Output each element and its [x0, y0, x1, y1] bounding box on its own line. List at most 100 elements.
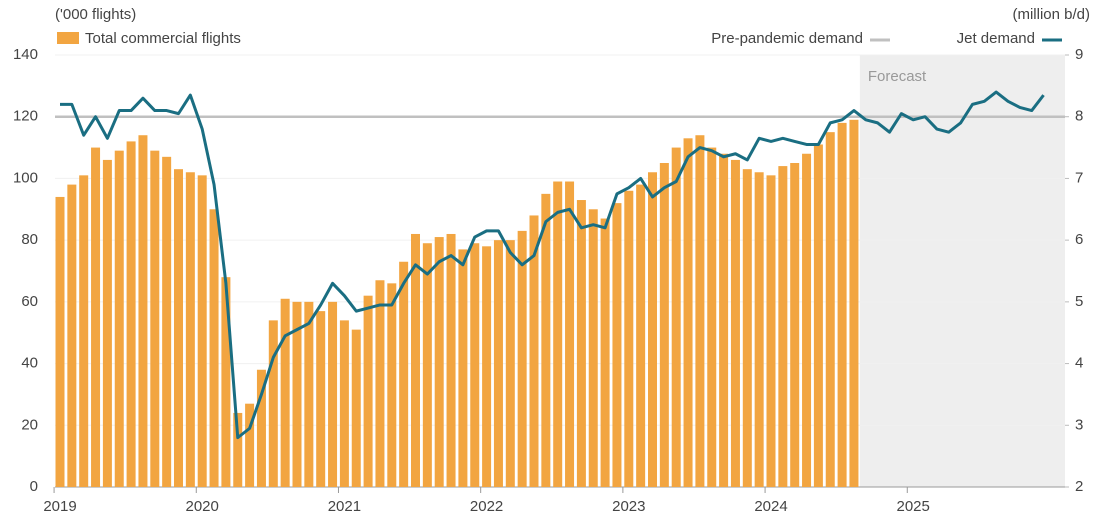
bar [138, 135, 148, 487]
bar [482, 246, 492, 487]
bar [659, 163, 669, 487]
legend-label: Total commercial flights [85, 30, 241, 47]
y2-tick-label: 5 [1075, 293, 1083, 310]
bar [505, 240, 515, 487]
bar [576, 200, 586, 487]
bar [766, 175, 776, 488]
bar [541, 193, 551, 487]
bar [411, 233, 420, 487]
bar [174, 169, 183, 487]
y2-tick-label: 7 [1075, 169, 1083, 186]
y2-tick-label: 8 [1075, 108, 1083, 125]
bar [162, 156, 172, 488]
bar [553, 181, 563, 487]
y-tick-label: 140 [13, 46, 38, 63]
y-tick-label: 120 [13, 108, 38, 125]
bar [671, 147, 681, 488]
bar [612, 203, 622, 487]
x-tick-label: 2025 [897, 498, 930, 515]
bar [79, 175, 89, 488]
legend-swatch [57, 32, 79, 44]
bar [67, 184, 77, 487]
bar [778, 166, 788, 488]
bar [624, 190, 634, 487]
x-tick-label: 2023 [612, 498, 645, 515]
bar [375, 280, 385, 487]
x-tick-label: 2021 [328, 498, 361, 515]
bar [422, 243, 432, 487]
bar [399, 261, 409, 487]
y-tick-label: 60 [21, 293, 38, 310]
y-tick-label: 100 [13, 169, 38, 186]
bar [588, 209, 598, 488]
bar [730, 159, 740, 487]
forecast-label: Forecast [868, 68, 927, 85]
bar [813, 144, 823, 487]
y2-tick-label: 2 [1075, 478, 1083, 495]
bar [790, 163, 800, 487]
bar [55, 196, 65, 487]
x-tick-label: 2020 [186, 498, 219, 515]
bar [126, 141, 136, 487]
y-axis-label: ('000 flights) [55, 6, 136, 23]
bar [245, 403, 255, 487]
bar [470, 243, 480, 487]
line [60, 90, 1045, 440]
bar [363, 295, 373, 487]
bar [529, 215, 539, 487]
legend-label: Pre-pandemic demand [711, 30, 863, 47]
bar [565, 181, 575, 487]
bar [458, 249, 468, 487]
bar [351, 329, 361, 487]
bar [339, 320, 349, 487]
y-tick-label: 0 [30, 478, 38, 495]
bar [825, 132, 835, 487]
bar [648, 172, 657, 487]
x-tick-label: 2024 [754, 498, 787, 515]
bar [387, 283, 397, 487]
bar [446, 233, 456, 487]
bar [292, 301, 302, 487]
bar [197, 175, 207, 488]
bar [91, 147, 101, 488]
bar [185, 172, 195, 487]
bar [233, 412, 243, 487]
y2-tick-label: 4 [1075, 355, 1083, 372]
y2-tick-label: 3 [1075, 416, 1083, 433]
bar [493, 240, 503, 487]
bar [304, 301, 314, 487]
bar [707, 147, 717, 488]
y-tick-label: 80 [21, 231, 38, 248]
bar [256, 369, 266, 487]
bar [719, 153, 729, 487]
bar [316, 311, 326, 487]
x-tick-label: 2019 [43, 498, 76, 515]
y-tick-label: 40 [21, 355, 38, 372]
bar [150, 150, 160, 487]
x-tick-label: 2022 [470, 498, 503, 515]
y2-tick-label: 6 [1075, 231, 1083, 248]
bar [742, 169, 752, 487]
bar [802, 153, 812, 487]
bar [280, 298, 290, 487]
y2-tick-label: 9 [1075, 46, 1083, 63]
bar [695, 135, 705, 487]
bar [434, 237, 444, 487]
bar [209, 209, 219, 488]
y2-axis-label: (million b/d) [1012, 6, 1090, 23]
y-tick-label: 20 [21, 416, 38, 433]
bar [754, 172, 764, 487]
bar [849, 119, 859, 488]
bar [600, 218, 610, 488]
bar [517, 230, 527, 487]
bar [114, 150, 124, 487]
bar [636, 184, 646, 487]
bar [683, 138, 693, 488]
bar [102, 159, 112, 487]
bar [221, 277, 231, 487]
legend-label: Jet demand [957, 30, 1035, 47]
bar [328, 301, 338, 487]
bar [268, 320, 278, 487]
bar [837, 122, 847, 487]
